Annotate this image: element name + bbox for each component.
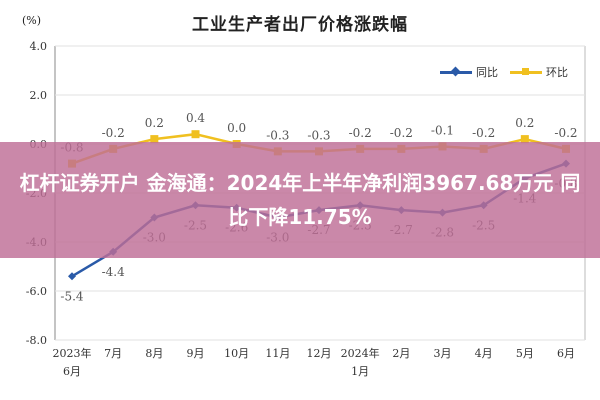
x-tick-label: 8月 bbox=[145, 347, 163, 360]
x-tick-label: 12月 bbox=[307, 347, 332, 360]
data-label-yoy: -4.4 bbox=[102, 265, 126, 279]
y-unit-label: (%) bbox=[22, 14, 42, 27]
headline-banner[interactable]: 杠杆证券开户 金海通：2024年上半年净利润3967.68万元 同比下降11.7… bbox=[0, 142, 600, 258]
chart-legend: 同比 环比 bbox=[440, 64, 580, 80]
data-label-mom: -0.2 bbox=[472, 126, 495, 140]
chart-title: 工业生产者出厂价格涨跌幅 bbox=[192, 15, 408, 35]
data-label-yoy: -5.4 bbox=[60, 289, 84, 303]
data-label-mom: 0.4 bbox=[186, 111, 205, 125]
x-tick-label: 2月 bbox=[392, 347, 410, 360]
legend-item-yoy: 同比 bbox=[440, 64, 498, 80]
legend-swatch-mom bbox=[510, 67, 542, 75]
data-point-mom bbox=[520, 135, 529, 144]
x-tick-label: 3月 bbox=[434, 347, 452, 360]
data-point-yoy bbox=[68, 272, 76, 281]
x-tick-label: 2024年 bbox=[341, 346, 380, 360]
data-label-mom: -0.1 bbox=[431, 123, 454, 137]
data-point-mom bbox=[191, 130, 200, 139]
x-tick-label: 10月 bbox=[224, 347, 249, 360]
legend-item-mom: 环比 bbox=[510, 64, 568, 80]
x-tick-label-line2: 6月 bbox=[63, 365, 81, 378]
x-tick-label: 4月 bbox=[475, 347, 493, 360]
x-tick-label-line2: 1月 bbox=[351, 365, 369, 378]
legend-swatch-yoy bbox=[440, 70, 472, 74]
data-label-mom: -0.2 bbox=[390, 126, 413, 140]
data-label-mom: 0.0 bbox=[227, 121, 246, 135]
legend-label-yoy: 同比 bbox=[476, 66, 498, 79]
x-tick-label: 2023年 bbox=[53, 346, 92, 360]
y-tick-label: -6.0 bbox=[26, 285, 47, 298]
x-tick-label: 11月 bbox=[265, 347, 290, 360]
data-point-mom bbox=[150, 135, 159, 144]
data-label-mom: 0.2 bbox=[515, 116, 534, 130]
data-label-mom: 0.2 bbox=[145, 116, 164, 130]
y-tick-label: 2.0 bbox=[30, 89, 48, 102]
data-label-mom: -0.2 bbox=[554, 126, 577, 140]
x-tick-label: 6月 bbox=[557, 347, 575, 360]
data-label-mom: -0.2 bbox=[349, 126, 372, 140]
data-label-mom: -0.2 bbox=[102, 126, 125, 140]
x-tick-label: 5月 bbox=[516, 347, 534, 360]
data-label-mom: -0.3 bbox=[307, 128, 330, 142]
y-tick-label: -8.0 bbox=[26, 334, 47, 347]
y-tick-label: 4.0 bbox=[30, 40, 48, 53]
data-label-mom: -0.3 bbox=[266, 128, 289, 142]
x-tick-label: 7月 bbox=[104, 347, 122, 360]
x-tick-label: 9月 bbox=[187, 347, 205, 360]
legend-label-mom: 环比 bbox=[546, 66, 568, 79]
headline-text: 杠杆证券开户 金海通：2024年上半年净利润3967.68万元 同比下降11.7… bbox=[19, 171, 581, 229]
